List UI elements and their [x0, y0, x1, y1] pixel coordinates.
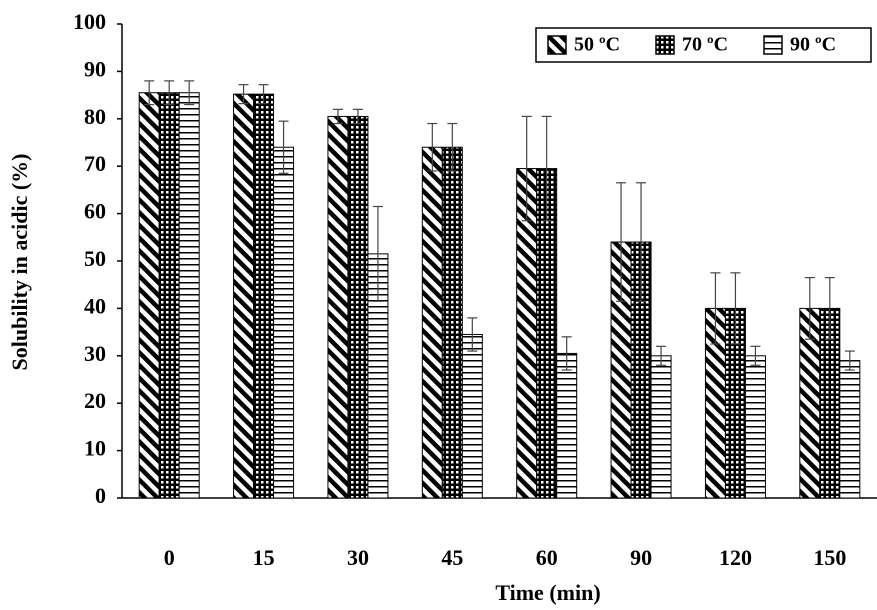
- legend-box: [535, 27, 872, 63]
- x-tick-label: 0: [164, 545, 175, 570]
- legend-label: 50 ºC: [574, 34, 620, 56]
- error-bar: [372, 205, 383, 302]
- x-tick-label: 45: [441, 545, 463, 570]
- legend-swatch: [763, 35, 783, 55]
- error-bar: [561, 336, 572, 371]
- bar: [441, 146, 463, 499]
- error-bar: [804, 276, 815, 340]
- legend-label: 90 ºC: [790, 34, 836, 56]
- x-tick-label: 15: [253, 545, 275, 570]
- y-tick-label: 90: [84, 56, 106, 81]
- bar: [556, 352, 578, 499]
- y-tick-label: 50: [84, 246, 106, 271]
- y-tick-label: 60: [84, 199, 106, 224]
- bar: [253, 93, 275, 499]
- error-bar: [710, 272, 721, 345]
- error-bar: [521, 115, 532, 222]
- error-bar: [278, 120, 289, 174]
- bar: [178, 92, 200, 499]
- error-bar: [447, 122, 458, 172]
- x-tick-label: 60: [536, 545, 558, 570]
- bar: [839, 360, 861, 499]
- bar: [273, 146, 295, 499]
- error-bar: [427, 122, 438, 172]
- bar: [158, 92, 180, 499]
- y-tick-label: 100: [73, 9, 106, 34]
- error-bar: [238, 84, 249, 105]
- error-bar: [616, 182, 627, 302]
- y-tick-label: 10: [84, 436, 106, 461]
- legend-swatch: [655, 35, 675, 55]
- bar: [421, 146, 443, 499]
- bar: [744, 355, 766, 499]
- error-bar: [352, 108, 363, 125]
- y-tick-label: 70: [84, 151, 106, 176]
- legend-swatch: [547, 35, 567, 55]
- bar: [327, 115, 349, 499]
- bar: [233, 93, 255, 499]
- error-bar: [636, 182, 647, 302]
- y-tick-label: 40: [84, 293, 106, 318]
- bar: [347, 115, 369, 499]
- x-axis-title: Time (min): [495, 580, 600, 605]
- x-tick-label: 30: [347, 545, 369, 570]
- error-bar: [541, 115, 552, 222]
- error-bar: [656, 345, 667, 366]
- error-bar: [144, 80, 155, 106]
- bar: [461, 333, 483, 499]
- y-tick-label: 80: [84, 104, 106, 129]
- x-tick-label: 90: [630, 545, 652, 570]
- y-tick-label: 20: [84, 388, 106, 413]
- error-bar: [824, 276, 835, 340]
- y-tick-label: 30: [84, 341, 106, 366]
- bar: [138, 92, 160, 499]
- x-tick-label: 150: [813, 545, 846, 570]
- error-bar: [258, 84, 269, 105]
- y-axis-title: Solubility in acidic (%): [7, 154, 32, 371]
- error-bar: [332, 108, 343, 125]
- error-bar: [164, 80, 175, 106]
- bar: [650, 355, 672, 499]
- error-bar: [844, 350, 855, 371]
- x-tick-label: 120: [719, 545, 752, 570]
- error-bar: [467, 317, 478, 352]
- legend-label: 70 ºC: [682, 34, 728, 56]
- error-bar: [184, 80, 195, 106]
- error-bar: [750, 345, 761, 366]
- y-tick-label: 0: [95, 483, 106, 508]
- error-bar: [730, 272, 741, 345]
